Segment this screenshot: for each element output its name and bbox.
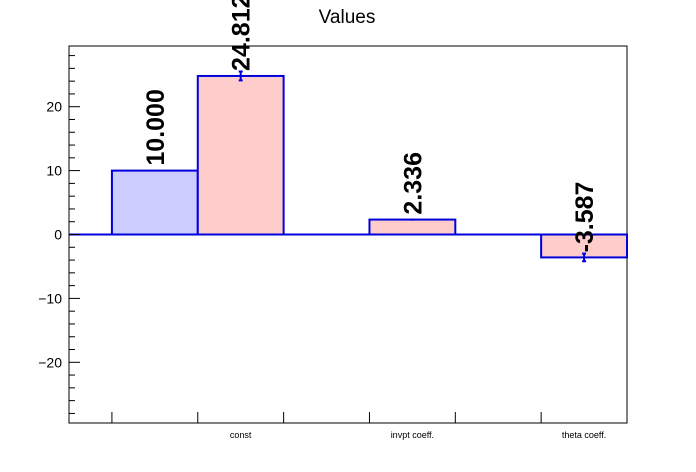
chart-title: Values: [319, 7, 376, 28]
bars: [69, 70, 629, 263]
data-label: 2.336: [399, 152, 427, 215]
data-labels: 10.000 24.812 2.336 -3.587: [142, 0, 599, 252]
y-tick-label: 20: [46, 99, 62, 115]
y-tick-label: −10: [38, 290, 62, 306]
bar: [368, 218, 457, 236]
axes: −20 −10 0 10 20 const invpt coeff. theta coeff.: [38, 55, 628, 440]
x-category-label: invpt coeff.: [391, 430, 434, 440]
y-tick-label: 10: [46, 163, 62, 179]
x-category-label: theta coeff.: [562, 430, 606, 440]
y-tick-label: 0: [54, 227, 62, 243]
y-tick-label: −20: [38, 354, 62, 370]
bar: [196, 74, 285, 236]
bar: [110, 169, 199, 236]
x-category-label: const: [230, 430, 252, 440]
data-label: -3.587: [571, 182, 599, 253]
data-label: 10.000: [142, 89, 170, 165]
data-label: 24.812: [228, 0, 256, 71]
